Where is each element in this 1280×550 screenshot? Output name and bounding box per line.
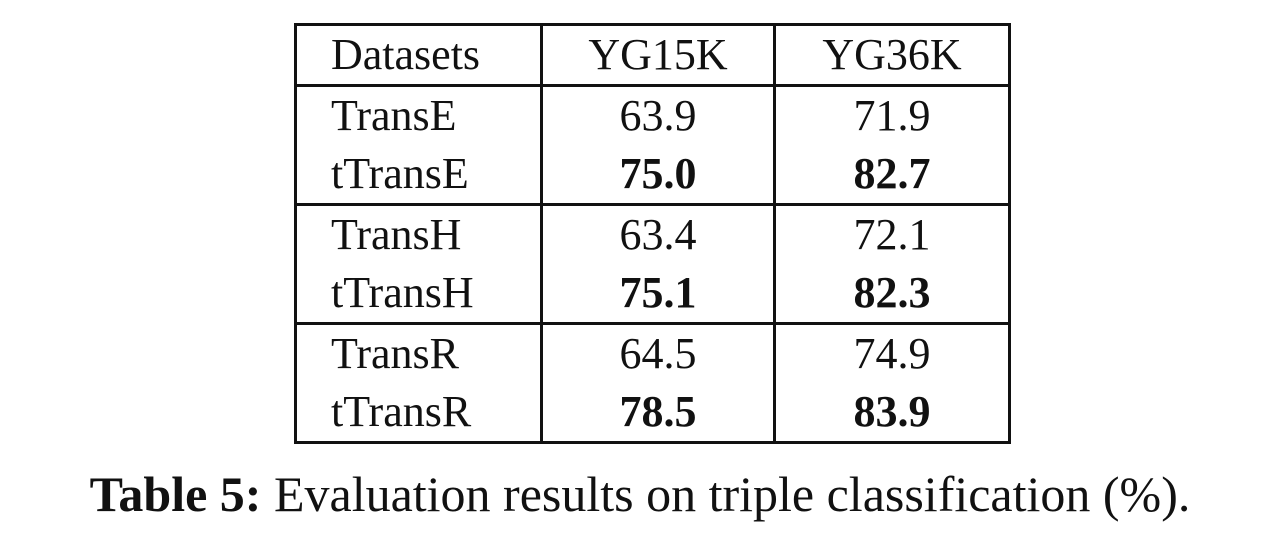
yg15k-cell: 78.5 bbox=[540, 383, 776, 444]
yg36k-cell: 82.3 bbox=[773, 264, 1011, 324]
caption-text: Evaluation results on triple classificat… bbox=[273, 466, 1191, 522]
yg15k-cell: 63.4 bbox=[540, 203, 776, 264]
table-row: tTransH 75.1 82.3 bbox=[294, 264, 1011, 324]
table-row: TransH 63.4 72.1 bbox=[294, 203, 1011, 264]
results-table: Datasets YG15K YG36K TransE 63.9 71.9 tT… bbox=[294, 23, 1011, 444]
caption-label: Table 5: bbox=[89, 466, 262, 522]
header-yg36k: YG36K bbox=[773, 23, 1011, 87]
table-row: tTransE 75.0 82.7 bbox=[294, 145, 1011, 205]
method-cell: TransR bbox=[294, 322, 543, 383]
yg36k-cell: 72.1 bbox=[773, 203, 1011, 264]
yg36k-cell: 74.9 bbox=[773, 322, 1011, 383]
table-row: TransE 63.9 71.9 bbox=[294, 84, 1011, 145]
table-row: tTransR 78.5 83.9 bbox=[294, 383, 1011, 444]
header-yg15k: YG15K bbox=[540, 23, 776, 87]
table-caption: Table 5: Evaluation results on triple cl… bbox=[0, 462, 1280, 526]
yg36k-cell: 71.9 bbox=[773, 84, 1011, 145]
method-cell: TransH bbox=[294, 203, 543, 264]
table-row: TransR 64.5 74.9 bbox=[294, 322, 1011, 383]
yg15k-cell: 64.5 bbox=[540, 322, 776, 383]
method-cell: tTransR bbox=[294, 383, 543, 444]
header-datasets: Datasets bbox=[294, 23, 543, 87]
yg15k-cell: 63.9 bbox=[540, 84, 776, 145]
yg15k-cell: 75.1 bbox=[540, 264, 776, 324]
yg15k-cell: 75.0 bbox=[540, 145, 776, 205]
method-cell: tTransH bbox=[294, 264, 543, 324]
header-row: Datasets YG15K YG36K bbox=[294, 23, 1011, 87]
yg36k-cell: 83.9 bbox=[773, 383, 1011, 444]
yg36k-cell: 82.7 bbox=[773, 145, 1011, 205]
method-cell: tTransE bbox=[294, 145, 543, 205]
method-cell: TransE bbox=[294, 84, 543, 145]
